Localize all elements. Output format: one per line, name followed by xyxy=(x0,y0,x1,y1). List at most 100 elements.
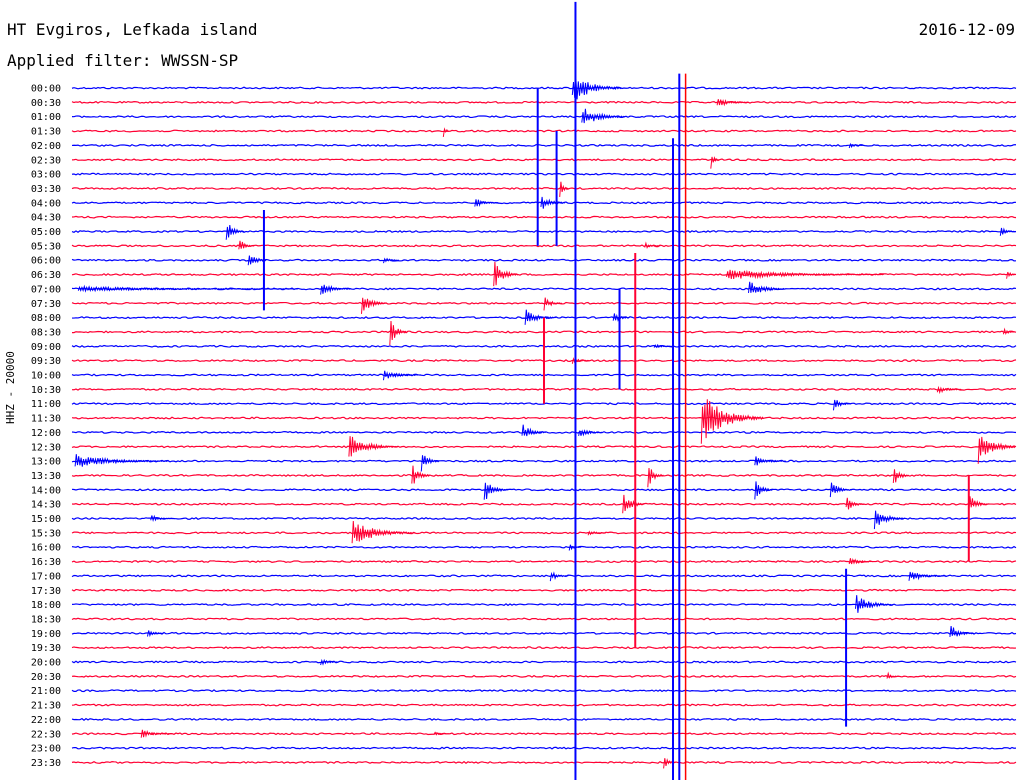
event-burst-36 xyxy=(977,436,1016,464)
event-burst-21 xyxy=(361,297,386,314)
trace-row-1730 xyxy=(71,588,1017,592)
spike-group xyxy=(262,1,970,780)
tick-label-2330: 23:30 xyxy=(31,758,61,769)
event-burst-10 xyxy=(225,225,245,240)
event-burst-50 xyxy=(150,514,175,523)
event-burst-20 xyxy=(77,284,298,293)
event-burst-45 xyxy=(829,482,853,498)
trace-row-2030 xyxy=(71,674,1017,678)
event-burst-6 xyxy=(559,181,569,197)
tick-label-0700: 07:00 xyxy=(31,284,61,295)
tick-label-1700: 17:00 xyxy=(31,571,61,582)
tick-label-0030: 00:30 xyxy=(31,98,61,109)
event-burst-27 xyxy=(653,343,673,349)
tick-label-1730: 17:30 xyxy=(31,586,61,597)
tick-label-1530: 15:30 xyxy=(31,528,61,539)
tick-label-1330: 13:30 xyxy=(31,471,61,482)
event-burst-15 xyxy=(493,261,519,287)
event-burst-8 xyxy=(540,196,566,209)
trace-row-1430 xyxy=(71,502,1017,506)
tick-label-1500: 15:00 xyxy=(31,514,61,525)
tick-label-0230: 02:30 xyxy=(31,155,61,166)
tick-label-1800: 18:00 xyxy=(31,600,61,611)
event-burst-54 xyxy=(848,558,874,565)
event-burst-60 xyxy=(320,658,339,666)
tick-label-0800: 08:00 xyxy=(31,313,61,324)
event-burst-23 xyxy=(524,309,557,325)
event-burst-61 xyxy=(886,671,900,679)
event-group xyxy=(74,78,1017,769)
trace-row-1930 xyxy=(71,646,1017,650)
event-burst-31 xyxy=(833,399,852,411)
event-burst-44 xyxy=(754,481,774,500)
event-burst-63 xyxy=(433,731,450,736)
tick-label-0330: 03:30 xyxy=(31,184,61,195)
trace-row-1900 xyxy=(71,631,1017,635)
event-burst-2 xyxy=(581,108,626,124)
tick-label-0630: 06:30 xyxy=(31,270,61,281)
trace-row-0600 xyxy=(71,258,1017,262)
trace-row-1600 xyxy=(71,545,1017,549)
event-burst-57 xyxy=(855,595,893,613)
tick-label-2230: 22:30 xyxy=(31,729,61,740)
trace-row-1230 xyxy=(71,445,1017,449)
tick-label-1400: 14:00 xyxy=(31,485,61,496)
trace-row-1300 xyxy=(71,459,1017,463)
trace-row-0100 xyxy=(71,115,1017,119)
event-burst-58 xyxy=(949,625,975,637)
tick-label-1930: 19:30 xyxy=(31,643,61,654)
tick-label-group: 00:00 00:30 01:00 01:30 02:00 02:30 03:00 03:30… xyxy=(31,84,61,769)
tick-label-0400: 04:00 xyxy=(31,198,61,209)
trace-row-1100 xyxy=(71,402,1017,406)
filter-label: Applied filter: WWSSN-SP xyxy=(7,51,239,70)
event-burst-46 xyxy=(622,494,645,514)
event-burst-12 xyxy=(644,241,661,249)
event-burst-25 xyxy=(389,320,409,346)
event-burst-42 xyxy=(892,469,910,484)
tick-label-0100: 01:00 xyxy=(31,112,61,123)
event-burst-43 xyxy=(483,482,509,500)
trace-row-0430 xyxy=(71,215,1017,219)
trace-row-1330 xyxy=(71,473,1017,477)
event-burst-0 xyxy=(571,78,622,100)
trace-row-0130 xyxy=(71,129,1017,133)
trace-row-1400 xyxy=(71,488,1017,492)
tick-label-1100: 11:00 xyxy=(31,399,61,410)
event-burst-56 xyxy=(908,571,947,581)
event-burst-32 xyxy=(700,399,765,444)
trace-row-2000 xyxy=(71,660,1017,664)
tick-label-0300: 03:00 xyxy=(31,170,61,181)
tick-label-1130: 11:30 xyxy=(31,414,61,425)
tick-label-1300: 13:00 xyxy=(31,457,61,468)
tick-label-0130: 01:30 xyxy=(31,127,61,138)
tick-label-0430: 04:30 xyxy=(31,213,61,224)
event-burst-29 xyxy=(383,370,421,381)
event-burst-40 xyxy=(411,465,431,484)
tick-label-1030: 10:30 xyxy=(31,385,61,396)
event-burst-59 xyxy=(147,630,164,638)
event-burst-26 xyxy=(1002,327,1016,335)
trace-row-2330 xyxy=(71,760,1017,764)
event-burst-5 xyxy=(710,156,720,169)
tick-label-0730: 07:30 xyxy=(31,299,61,310)
trace-row-1530 xyxy=(71,531,1017,535)
trace-row-2100 xyxy=(71,689,1017,693)
trace-row-0530 xyxy=(71,244,1017,248)
event-burst-48 xyxy=(845,497,865,510)
trace-row-2300 xyxy=(71,746,1017,750)
event-burst-37 xyxy=(74,454,169,467)
event-burst-3 xyxy=(442,127,450,138)
tick-label-1000: 10:00 xyxy=(31,371,61,382)
event-burst-52 xyxy=(587,530,607,536)
event-burst-34 xyxy=(578,429,603,437)
tick-label-1630: 16:30 xyxy=(31,557,61,568)
date-label: 2016-12-09 xyxy=(918,20,1015,39)
event-burst-1 xyxy=(716,99,749,107)
trace-row-2200 xyxy=(71,717,1017,721)
event-burst-35 xyxy=(348,436,399,457)
trace-row-0330 xyxy=(71,186,1017,190)
trace-group xyxy=(71,86,1017,764)
trace-row-0000 xyxy=(71,86,1017,90)
tick-label-0930: 09:30 xyxy=(31,356,61,367)
